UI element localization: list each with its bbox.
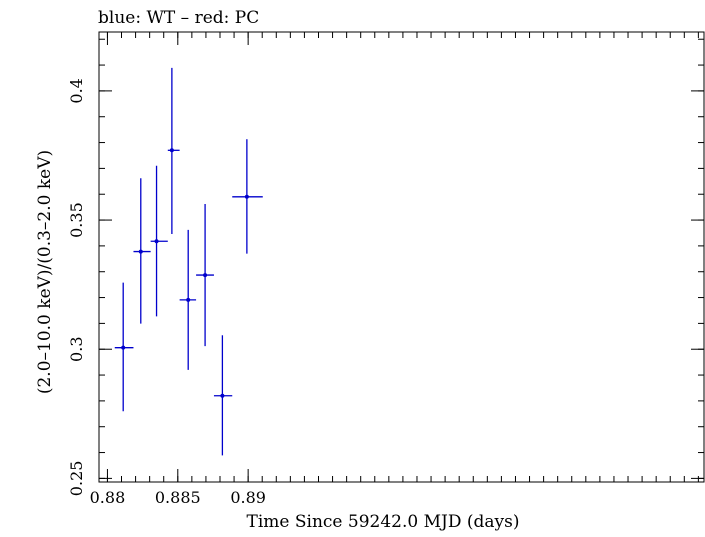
plot-frame <box>98 31 705 483</box>
point-marker <box>203 273 208 278</box>
point-marker <box>169 148 174 153</box>
data-point <box>167 67 180 235</box>
x-tick-label: 0.88 <box>90 488 126 507</box>
point-marker <box>138 249 143 254</box>
data-point <box>114 282 134 412</box>
data-point <box>179 229 197 370</box>
y-tick-label: 0.25 <box>67 461 86 497</box>
point-marker <box>186 297 191 302</box>
data-point <box>196 204 214 347</box>
chart-title: blue: WT – red: PC <box>98 8 259 28</box>
x-axis-label: Time Since 59242.0 MJD (days) <box>247 512 520 532</box>
data-point <box>150 165 168 317</box>
data-point <box>213 335 233 456</box>
point-marker <box>154 239 159 244</box>
point-marker <box>121 345 126 350</box>
series-wt <box>114 67 263 456</box>
x-tick-label: 0.885 <box>155 488 201 507</box>
axis-ticks <box>99 32 704 482</box>
data-point <box>232 139 263 254</box>
x-tick-label: 0.89 <box>230 488 266 507</box>
point-marker <box>244 194 249 199</box>
y-axis-label: (2.0–10.0 keV)/(0.3–2.0 keV) <box>35 150 55 394</box>
point-marker <box>220 393 225 398</box>
y-tick-label: 0.3 <box>67 336 86 361</box>
axis-tick-labels: 0.88 0.885 0.89 0.25 0.3 0.35 0.4 <box>67 78 266 507</box>
data-point <box>133 178 151 324</box>
data-series <box>114 67 263 456</box>
y-tick-label: 0.35 <box>67 202 86 238</box>
y-tick-label: 0.4 <box>67 78 86 103</box>
